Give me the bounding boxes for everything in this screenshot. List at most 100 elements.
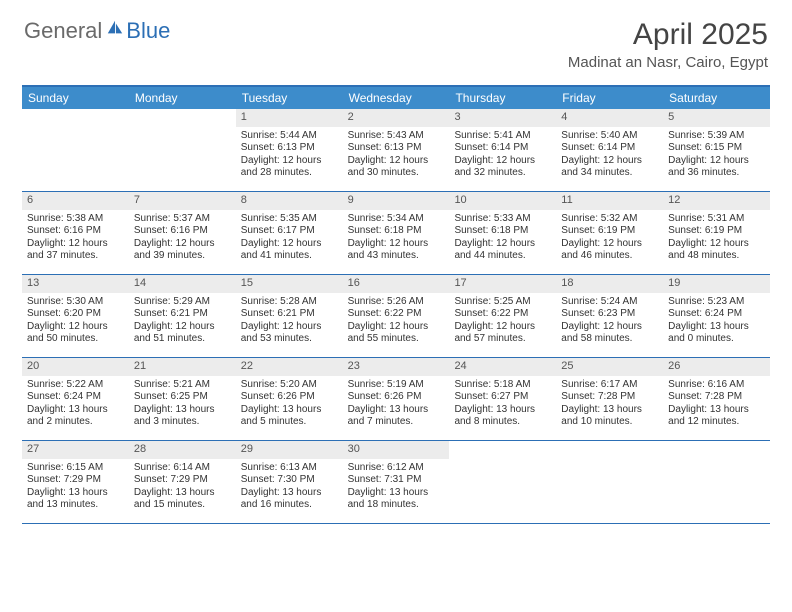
day-cell: 5Sunrise: 5:39 AMSunset: 6:15 PMDaylight…	[663, 109, 770, 191]
daylight-line: Daylight: 13 hours and 16 minutes.	[241, 487, 338, 512]
sunrise-line: Sunrise: 5:28 AM	[241, 296, 338, 309]
logo-text-general: General	[24, 18, 102, 44]
day-body: Sunrise: 5:28 AMSunset: 6:21 PMDaylight:…	[236, 293, 343, 350]
sunset-line: Sunset: 6:14 PM	[454, 142, 551, 155]
day-of-week-cell: Monday	[129, 87, 236, 109]
sunset-line: Sunset: 6:22 PM	[348, 308, 445, 321]
day-number: 6	[22, 192, 129, 210]
day-body: Sunrise: 5:22 AMSunset: 6:24 PMDaylight:…	[22, 376, 129, 433]
sunset-line: Sunset: 6:24 PM	[668, 308, 765, 321]
title-block: April 2025 Madinat an Nasr, Cairo, Egypt	[568, 18, 768, 71]
day-number: 22	[236, 358, 343, 376]
sunrise-line: Sunrise: 5:38 AM	[27, 213, 124, 226]
day-body: Sunrise: 5:30 AMSunset: 6:20 PMDaylight:…	[22, 293, 129, 350]
daylight-line: Daylight: 12 hours and 41 minutes.	[241, 238, 338, 263]
day-of-week-cell: Sunday	[22, 87, 129, 109]
day-cell: 28Sunrise: 6:14 AMSunset: 7:29 PMDayligh…	[129, 441, 236, 523]
day-number: 28	[129, 441, 236, 459]
day-body: Sunrise: 6:14 AMSunset: 7:29 PMDaylight:…	[129, 459, 236, 516]
daylight-line: Daylight: 13 hours and 0 minutes.	[668, 321, 765, 346]
day-number: 2	[343, 109, 450, 127]
logo: General Blue	[24, 18, 170, 44]
daylight-line: Daylight: 13 hours and 5 minutes.	[241, 404, 338, 429]
day-of-week-cell: Friday	[556, 87, 663, 109]
week-row: 13Sunrise: 5:30 AMSunset: 6:20 PMDayligh…	[22, 275, 770, 358]
sunrise-line: Sunrise: 5:18 AM	[454, 379, 551, 392]
sunrise-line: Sunrise: 5:39 AM	[668, 130, 765, 143]
day-number: 5	[663, 109, 770, 127]
day-number: 13	[22, 275, 129, 293]
sunset-line: Sunset: 6:21 PM	[134, 308, 231, 321]
day-cell-empty	[129, 109, 236, 191]
day-number: 1	[236, 109, 343, 127]
location-text: Madinat an Nasr, Cairo, Egypt	[568, 54, 768, 71]
day-number: 29	[236, 441, 343, 459]
daylight-line: Daylight: 12 hours and 28 minutes.	[241, 155, 338, 180]
sunrise-line: Sunrise: 5:41 AM	[454, 130, 551, 143]
sunset-line: Sunset: 6:17 PM	[241, 225, 338, 238]
sunset-line: Sunset: 7:29 PM	[27, 474, 124, 487]
day-of-week-row: SundayMondayTuesdayWednesdayThursdayFrid…	[22, 87, 770, 109]
day-body: Sunrise: 5:37 AMSunset: 6:16 PMDaylight:…	[129, 210, 236, 267]
day-cell-empty	[556, 441, 663, 523]
daylight-line: Daylight: 12 hours and 44 minutes.	[454, 238, 551, 263]
sunset-line: Sunset: 6:19 PM	[561, 225, 658, 238]
sunset-line: Sunset: 6:22 PM	[454, 308, 551, 321]
daylight-line: Daylight: 13 hours and 10 minutes.	[561, 404, 658, 429]
sunset-line: Sunset: 7:28 PM	[668, 391, 765, 404]
day-cell: 23Sunrise: 5:19 AMSunset: 6:26 PMDayligh…	[343, 358, 450, 440]
sunrise-line: Sunrise: 5:30 AM	[27, 296, 124, 309]
sunset-line: Sunset: 7:30 PM	[241, 474, 338, 487]
logo-text-blue: Blue	[126, 18, 170, 44]
day-number: 7	[129, 192, 236, 210]
daylight-line: Daylight: 12 hours and 39 minutes.	[134, 238, 231, 263]
week-row: 27Sunrise: 6:15 AMSunset: 7:29 PMDayligh…	[22, 441, 770, 524]
sunrise-line: Sunrise: 5:26 AM	[348, 296, 445, 309]
day-cell: 18Sunrise: 5:24 AMSunset: 6:23 PMDayligh…	[556, 275, 663, 357]
sunset-line: Sunset: 6:16 PM	[27, 225, 124, 238]
daylight-line: Daylight: 12 hours and 30 minutes.	[348, 155, 445, 180]
sunset-line: Sunset: 6:25 PM	[134, 391, 231, 404]
day-body: Sunrise: 5:41 AMSunset: 6:14 PMDaylight:…	[449, 127, 556, 184]
day-of-week-cell: Thursday	[449, 87, 556, 109]
day-number: 4	[556, 109, 663, 127]
day-cell: 15Sunrise: 5:28 AMSunset: 6:21 PMDayligh…	[236, 275, 343, 357]
day-body: Sunrise: 5:25 AMSunset: 6:22 PMDaylight:…	[449, 293, 556, 350]
sunrise-line: Sunrise: 5:25 AM	[454, 296, 551, 309]
sunrise-line: Sunrise: 6:17 AM	[561, 379, 658, 392]
sunrise-line: Sunrise: 5:20 AM	[241, 379, 338, 392]
day-body: Sunrise: 5:18 AMSunset: 6:27 PMDaylight:…	[449, 376, 556, 433]
header: General Blue April 2025 Madinat an Nasr,…	[0, 0, 792, 77]
sunrise-line: Sunrise: 6:13 AM	[241, 462, 338, 475]
day-body: Sunrise: 5:44 AMSunset: 6:13 PMDaylight:…	[236, 127, 343, 184]
day-cell: 20Sunrise: 5:22 AMSunset: 6:24 PMDayligh…	[22, 358, 129, 440]
weeks-container: 1Sunrise: 5:44 AMSunset: 6:13 PMDaylight…	[22, 109, 770, 524]
day-cell: 24Sunrise: 5:18 AMSunset: 6:27 PMDayligh…	[449, 358, 556, 440]
sunrise-line: Sunrise: 5:23 AM	[668, 296, 765, 309]
day-cell: 16Sunrise: 5:26 AMSunset: 6:22 PMDayligh…	[343, 275, 450, 357]
day-body: Sunrise: 5:32 AMSunset: 6:19 PMDaylight:…	[556, 210, 663, 267]
sunrise-line: Sunrise: 5:22 AM	[27, 379, 124, 392]
sunset-line: Sunset: 7:31 PM	[348, 474, 445, 487]
sunrise-line: Sunrise: 5:37 AM	[134, 213, 231, 226]
day-cell: 13Sunrise: 5:30 AMSunset: 6:20 PMDayligh…	[22, 275, 129, 357]
sunrise-line: Sunrise: 5:32 AM	[561, 213, 658, 226]
day-of-week-cell: Wednesday	[343, 87, 450, 109]
day-number: 15	[236, 275, 343, 293]
day-number: 9	[343, 192, 450, 210]
daylight-line: Daylight: 12 hours and 43 minutes.	[348, 238, 445, 263]
sunset-line: Sunset: 6:21 PM	[241, 308, 338, 321]
week-row: 20Sunrise: 5:22 AMSunset: 6:24 PMDayligh…	[22, 358, 770, 441]
sunset-line: Sunset: 6:15 PM	[668, 142, 765, 155]
day-number: 16	[343, 275, 450, 293]
daylight-line: Daylight: 12 hours and 37 minutes.	[27, 238, 124, 263]
day-body: Sunrise: 6:13 AMSunset: 7:30 PMDaylight:…	[236, 459, 343, 516]
daylight-line: Daylight: 12 hours and 32 minutes.	[454, 155, 551, 180]
day-number: 11	[556, 192, 663, 210]
sunrise-line: Sunrise: 6:16 AM	[668, 379, 765, 392]
day-number: 23	[343, 358, 450, 376]
day-cell: 27Sunrise: 6:15 AMSunset: 7:29 PMDayligh…	[22, 441, 129, 523]
sunset-line: Sunset: 6:13 PM	[348, 142, 445, 155]
sunset-line: Sunset: 6:27 PM	[454, 391, 551, 404]
sunrise-line: Sunrise: 5:19 AM	[348, 379, 445, 392]
